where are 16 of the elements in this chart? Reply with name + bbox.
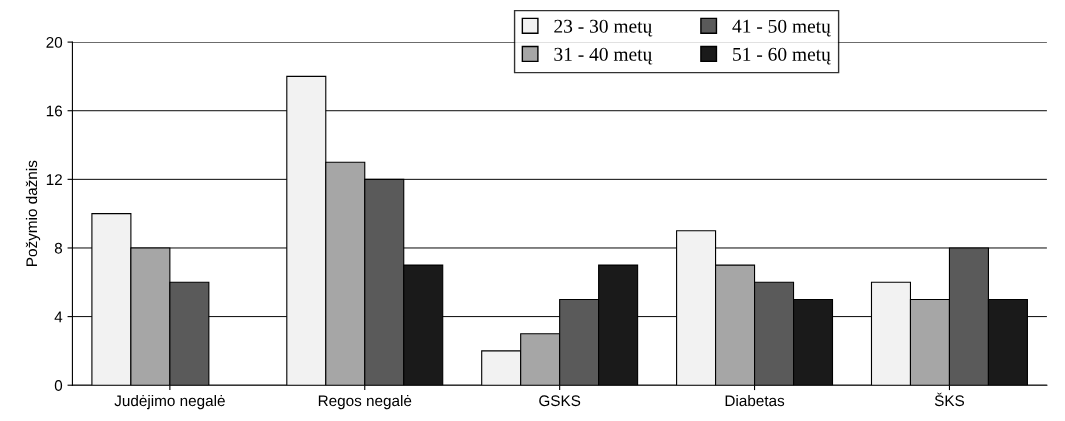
y-tick-label: 12 [46, 174, 62, 185]
x-tick-label: ŠKS [934, 392, 965, 407]
y-axis-title: Požymio dažnis [25, 160, 41, 266]
x-tick-label: Judėjimo negalė [114, 394, 225, 410]
legend-label: 31 - 40 metų [554, 47, 653, 65]
y-tick-label: 16 [46, 105, 63, 117]
legend-label: 23 - 30 metų [554, 19, 653, 37]
x-tick-label: Regos negalė [318, 394, 412, 410]
x-tick-label: GSKS [539, 395, 581, 407]
legend-label: 41 - 50 metų [732, 19, 831, 37]
y-tick-label: 4 [54, 311, 63, 323]
y-tick-label: 8 [54, 242, 63, 254]
x-tick-label: Diabetas [725, 394, 785, 407]
legend-label: 51 - 60 metų [733, 47, 831, 65]
y-tick-label: 0 [54, 380, 63, 391]
y-tick-label: 20 [46, 36, 63, 48]
